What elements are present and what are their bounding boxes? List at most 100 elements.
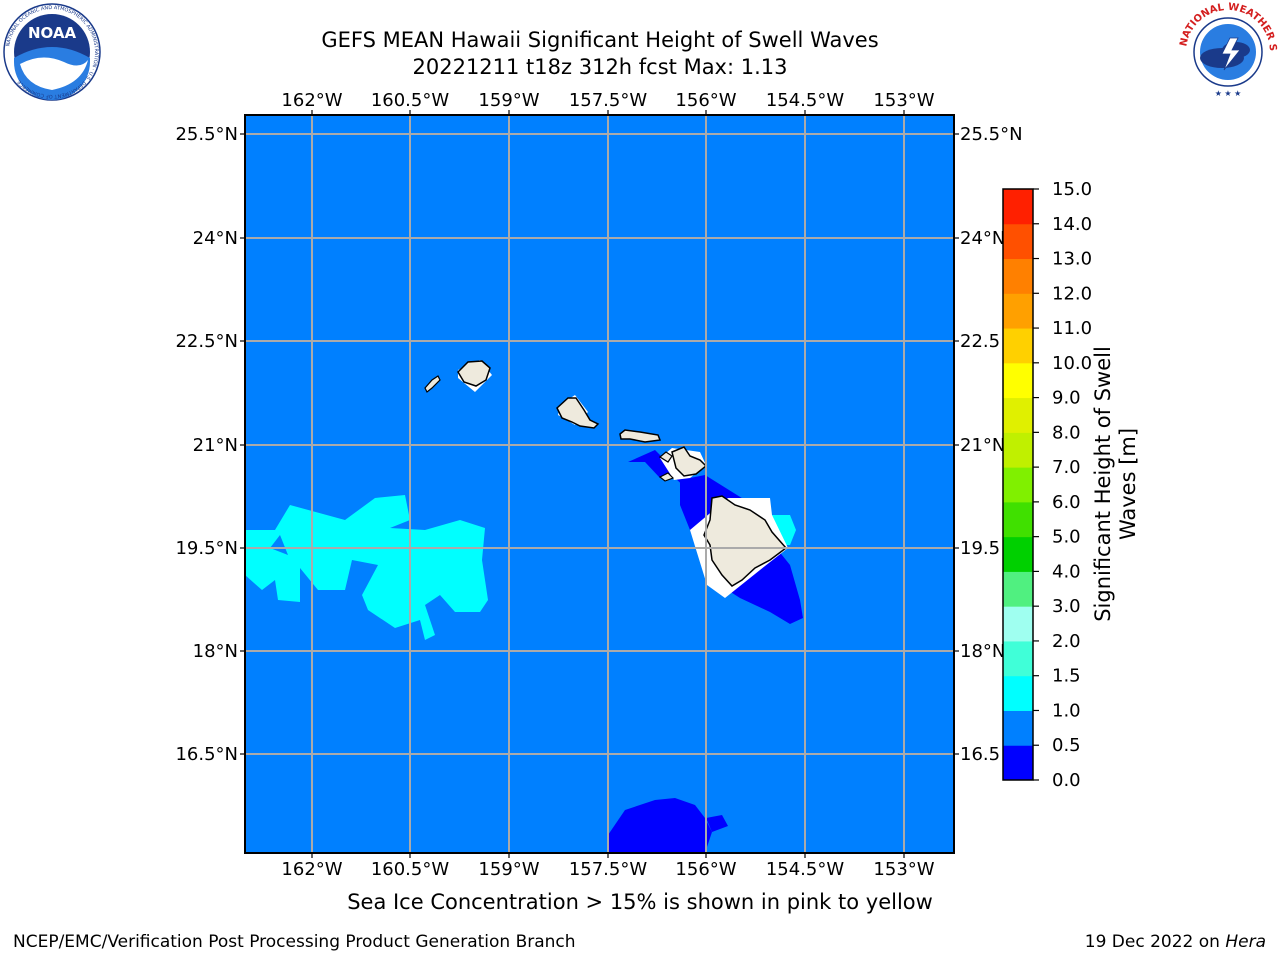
lat-label: 25.5°N (960, 124, 1023, 145)
map-frame (244, 114, 955, 854)
colorbar-tick-label: 2.0 (1052, 631, 1081, 652)
swell-contour-blue-maui (628, 450, 690, 490)
colorbar-segment (1003, 362, 1033, 399)
colorbar-tick-label: 11.0 (1052, 318, 1092, 339)
colorbar-tick-label: 8.0 (1052, 422, 1081, 443)
footer-date: 19 Dec 2022 on Hera (1085, 932, 1266, 952)
lat-label: 22.5 (960, 331, 1000, 352)
colorbar-segment (1003, 571, 1033, 607)
colorbar-segment (1003, 328, 1033, 364)
colorbar-segment (1003, 223, 1033, 260)
colorbar-tick-label: 6.0 (1052, 492, 1081, 513)
colorbar-tick-label: 0.5 (1052, 735, 1081, 756)
map-title: GEFS MEAN Hawaii Significant Height of S… (321, 28, 879, 52)
colorbar-tick-label: 1.5 (1052, 666, 1081, 687)
lat-label: 19.5 (960, 538, 1000, 559)
colorbar-segment (1003, 432, 1033, 468)
lon-labels-top: 162°W 160.5°W 159°W 157.5°W 156°W 154.5°… (281, 90, 934, 111)
lat-label: 25.5°N (175, 124, 238, 145)
colorbar-segment (1003, 675, 1033, 711)
colorbar-segment (1003, 710, 1033, 746)
lon-label: 157.5°W (569, 90, 648, 111)
footer-credit: NCEP/EMC/Verification Post Processing Pr… (13, 932, 576, 952)
noaa-logo-icon: NOAA NATIONAL OCEANIC AND ATMOSPHERIC AD… (3, 3, 101, 101)
colorbar-label-line2: Waves [m] (1116, 427, 1140, 541)
lat-label: 21°N (193, 435, 238, 456)
lon-label: 154.5°W (766, 859, 845, 880)
colorbar: 0.0 0.5 1.0 1.5 2.0 3.0 4.0 5.0 6.0 7.0 8.0 9.0 10.0… (1002, 179, 1092, 791)
island-hawaii (703, 495, 788, 587)
colorbar-segment (1003, 501, 1033, 538)
colorbar-tick-label: 4.0 (1052, 561, 1081, 582)
lat-label: 19.5°N (175, 538, 238, 559)
nws-logo-icon: NATIONAL WEATHER SERVICE ★ ★ ★ (1178, 2, 1278, 100)
colorbar-segment (1003, 258, 1033, 294)
lat-label: 22.5°N (175, 331, 238, 352)
colorbar-tick-label: 7.0 (1052, 457, 1081, 478)
footer-date-text: 19 Dec 2022 on (1084, 932, 1226, 952)
colorbar-tick-label: 13.0 (1052, 249, 1092, 270)
swell-contour-blue-south-small (706, 815, 728, 832)
lon-label: 159°W (478, 90, 539, 111)
lat-label: 21°N (960, 435, 1005, 456)
sea-ice-note: Sea Ice Concentration > 15% is shown in … (347, 890, 933, 914)
lon-label: 157.5°W (569, 859, 648, 880)
axis-ticks (240, 110, 959, 858)
colorbar-tick-label: 9.0 (1052, 388, 1081, 409)
colorbar-segment (1003, 606, 1033, 642)
lon-label: 154.5°W (766, 90, 845, 111)
colorbar-segment (1003, 293, 1033, 329)
map-area (245, 115, 954, 853)
map-subtitle: 20221211 t18z 312h fcst Max: 1.13 (412, 55, 788, 79)
svg-text:★ ★ ★: ★ ★ ★ (1215, 89, 1242, 98)
colorbar-tick-label: 3.0 (1052, 596, 1081, 617)
swell-contour-blue-south (607, 798, 712, 853)
colorbar-tick-label: 0.0 (1052, 770, 1081, 791)
colorbar-label-line1: Significant Height of Swell (1091, 346, 1115, 622)
colorbar-frame (1002, 188, 1034, 781)
colorbar-tick-label: 1.0 (1052, 700, 1081, 721)
colorbar-tick-label: 15.0 (1052, 179, 1092, 200)
lat-label: 24°N (960, 228, 1005, 249)
island-lanai (658, 451, 673, 463)
lon-label: 153°W (873, 90, 934, 111)
colorbar-tick-label: 12.0 (1052, 283, 1092, 304)
island-kahoolawe (658, 472, 675, 482)
lon-label: 159°W (478, 859, 539, 880)
ocean-background (245, 115, 954, 853)
footer-machine: Hera (1225, 932, 1266, 952)
lat-label: 18°N (960, 641, 1005, 662)
graticule (245, 115, 954, 853)
lon-label: 156°W (675, 90, 736, 111)
swell-contour-cyan-west (245, 495, 488, 640)
colorbar-tick-label: 5.0 (1052, 527, 1081, 548)
lon-labels-bottom: 162°W 160.5°W 159°W 157.5°W 156°W 154.5°… (281, 859, 934, 880)
lat-labels-right: 25.5°N 24°N 22.5 21°N 19.5 18°N 16.5 (960, 124, 1023, 765)
lon-label: 160.5°W (371, 90, 450, 111)
svg-text:NOAA: NOAA (28, 24, 77, 42)
island-molokai (619, 429, 662, 443)
colorbar-tick-label: 10.0 (1052, 353, 1092, 374)
colorbar-tick-label: 14.0 (1052, 214, 1092, 235)
island-oahu (556, 397, 600, 429)
lat-labels-left: 25.5°N 24°N 22.5°N 21°N 19.5°N 18°N 16.5… (175, 124, 238, 765)
lon-label: 162°W (281, 859, 342, 880)
island-kauai (457, 360, 491, 387)
island-niihau (424, 375, 441, 393)
lat-label: 16.5°N (175, 744, 238, 765)
lon-label: 153°W (873, 859, 934, 880)
colorbar-segment (1003, 640, 1033, 677)
lon-label: 160.5°W (371, 859, 450, 880)
lon-label: 162°W (281, 90, 342, 111)
lat-label: 18°N (193, 641, 238, 662)
lat-label: 24°N (193, 228, 238, 249)
ocean-hole-west (270, 535, 288, 555)
colorbar-segment (1003, 189, 1033, 225)
colorbar-segment (1003, 745, 1033, 781)
colorbar-segment (1003, 397, 1033, 433)
colorbar-segment (1003, 536, 1033, 572)
colorbar-segment (1003, 467, 1033, 503)
lon-label: 156°W (675, 859, 736, 880)
lat-label: 16.5 (960, 744, 1000, 765)
